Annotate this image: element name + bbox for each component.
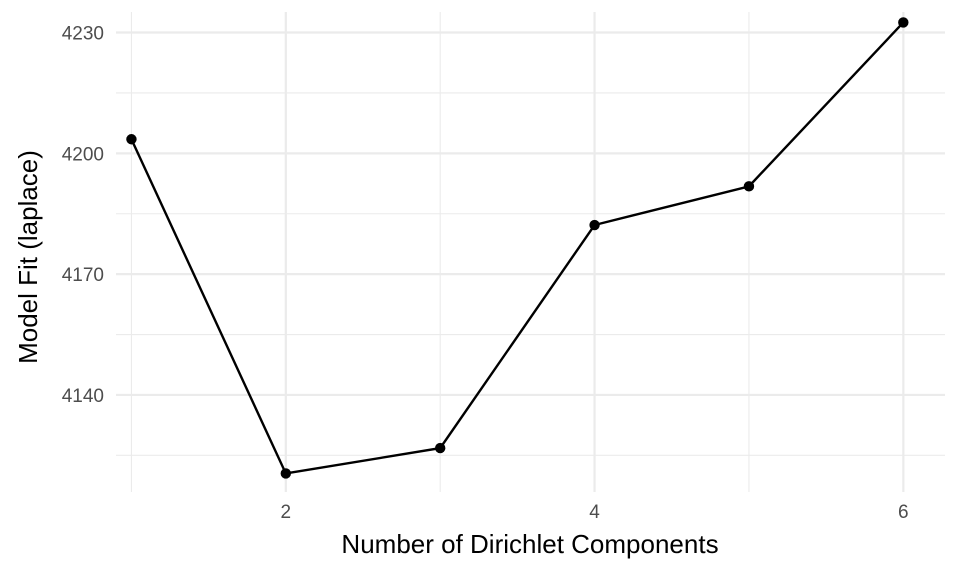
series-line (130, 21, 905, 475)
data-point (434, 442, 446, 454)
x-tick-label: 6 (898, 502, 909, 523)
data-point (126, 134, 137, 145)
minor-gridlines (116, 12, 945, 492)
x-axis-title: Number of Dirichlet Components (341, 529, 718, 559)
series-layer (126, 17, 909, 479)
x-tick-label: 4 (589, 502, 600, 523)
data-point (280, 468, 292, 479)
y-tick-label: 4140 (62, 386, 104, 407)
x-tick-label: 2 (281, 502, 292, 523)
y-tick-label: 4200 (62, 144, 104, 165)
major-gridlines (116, 12, 945, 492)
data-point (898, 17, 909, 28)
y-tick-label: 4230 (62, 24, 104, 45)
data-point (589, 219, 600, 231)
y-tick-label: 4170 (62, 265, 104, 286)
y-axis-title: Model Fit (laplace) (13, 150, 43, 364)
x-axis-ticks: 2 4 6 (281, 502, 909, 523)
data-point (743, 181, 755, 192)
y-axis-ticks: 4140 4170 4200 4230 (62, 24, 104, 407)
